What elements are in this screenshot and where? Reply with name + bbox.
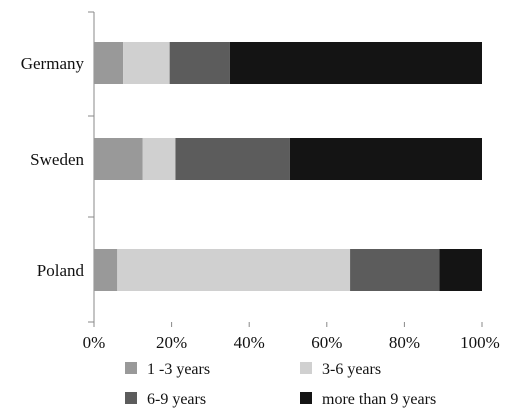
legend: 1 -3 years 3-6 years 6-9 years more than 9 … — [125, 361, 436, 408]
bars — [94, 42, 482, 291]
x-tick-label: 80% — [389, 333, 420, 352]
x-tick-label: 100% — [460, 333, 500, 352]
x-tick-label: 0% — [83, 333, 106, 352]
x-tick-label: 40% — [234, 333, 265, 352]
bar-segment-poland-1 — [94, 249, 118, 291]
bar-segment-sweden-1 — [94, 138, 143, 180]
category-label: Germany — [21, 54, 85, 73]
bar-segment-germany-1 — [94, 42, 124, 84]
bar-segment-poland-2 — [117, 249, 351, 291]
legend-swatch — [300, 392, 312, 404]
legend-swatch — [125, 392, 137, 404]
bar-segment-germany-4 — [229, 42, 482, 84]
bar-segment-sweden-4 — [289, 138, 482, 180]
bar-segment-poland-3 — [350, 249, 440, 291]
legend-label: 1 -3 years — [147, 361, 210, 378]
category-label: Poland — [37, 261, 85, 280]
bar-segment-germany-3 — [169, 42, 230, 84]
bar-segment-poland-4 — [439, 249, 482, 291]
x-tick-label: 20% — [156, 333, 187, 352]
legend-swatch — [300, 362, 312, 374]
x-tick-labels: 0% 20% 40% 60% 80% 100% — [83, 333, 500, 352]
bar-segment-germany-2 — [123, 42, 170, 84]
legend-swatch — [125, 362, 137, 374]
legend-label: 6-9 years — [147, 391, 206, 408]
legend-label: 3-6 years — [322, 361, 381, 378]
x-tick-label: 60% — [311, 333, 342, 352]
category-label: Sweden — [30, 150, 84, 169]
bar-segment-sweden-3 — [175, 138, 290, 180]
bar-segment-sweden-2 — [142, 138, 176, 180]
category-labels: Germany Sweden Poland — [21, 54, 85, 280]
legend-label: more than 9 years — [322, 391, 436, 408]
